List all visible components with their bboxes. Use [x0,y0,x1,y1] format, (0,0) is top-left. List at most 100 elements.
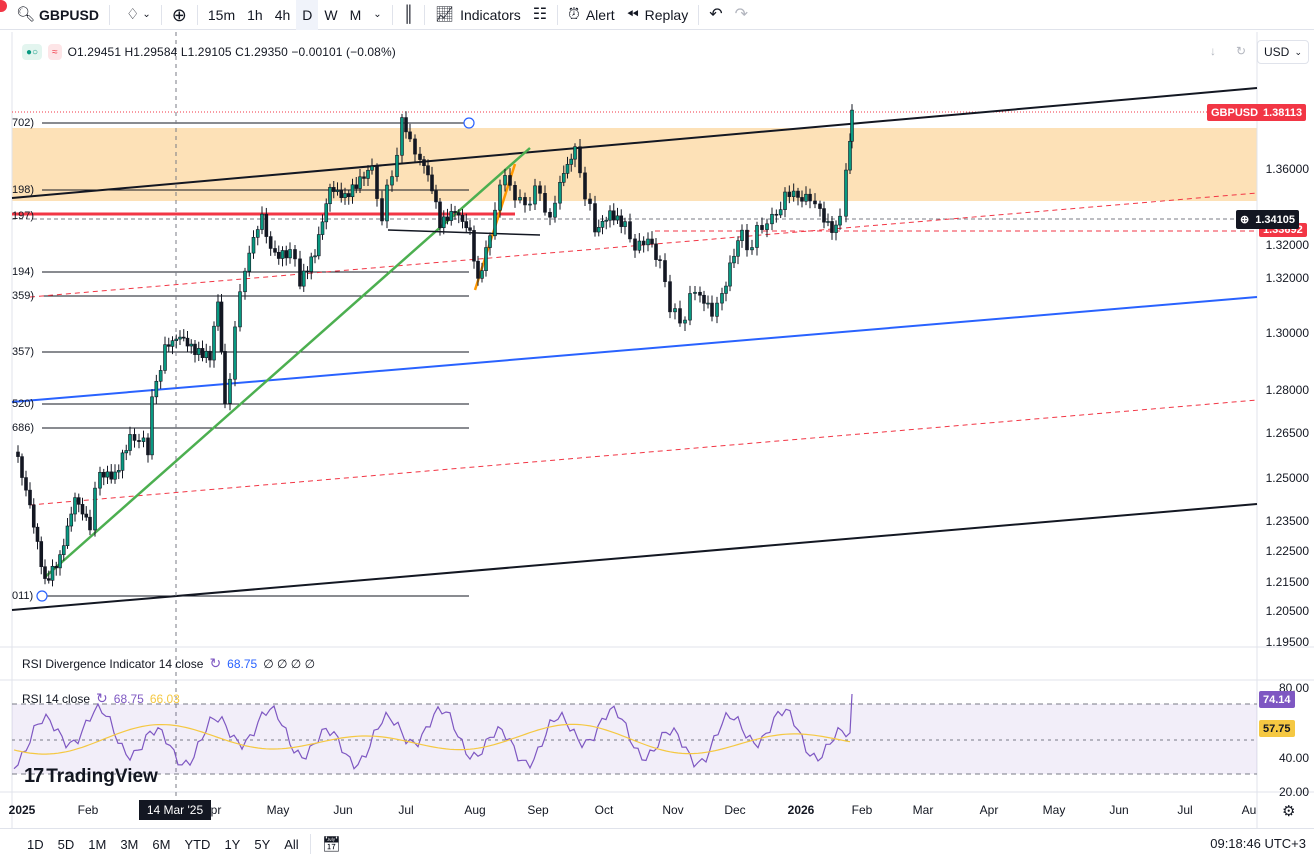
interval-m[interactable]: M [344,0,368,30]
interval-d[interactable]: D [296,0,319,30]
candle-body [774,213,779,216]
candle-body [243,270,247,293]
candle-body [641,240,646,246]
interval-dropdown[interactable]: ⌄ [367,0,387,30]
symbol-search[interactable]: 🔍︎ GBPUSD [10,0,105,30]
candle-body [750,247,754,251]
interval-w[interactable]: W [318,0,343,30]
compare-button[interactable]: ♢ ⌄ [120,0,157,30]
clock[interactable]: 09:18:46 UTC+3 [1210,836,1306,851]
candle-body [132,434,137,441]
range-bar: 1D 5D 1M 3M 6M YTD 1Y 5Y All 📅︎ [0,828,1314,859]
candle-body [783,191,787,210]
visibility-toggle-icon[interactable]: ●○ [22,44,43,60]
rsi-axis-label: 40.00 [1278,751,1309,765]
chart-canvas[interactable] [0,32,1314,828]
wave-icon[interactable]: ≈ [48,44,62,60]
chart-type-button[interactable]: ║ [397,0,420,30]
time-axis-label: Au [1241,803,1257,817]
refresh-icon[interactable]: ↻ [1236,44,1247,58]
candle-body [453,211,457,213]
indicators-button[interactable]: 📈︎ Indicators [429,0,527,30]
candle-body [493,209,497,237]
candle-body [260,213,264,230]
range-1m[interactable]: 1M [81,829,113,859]
interval-4h[interactable]: 4h [269,0,297,30]
fib-anchor-handle[interactable] [463,117,475,129]
interval-15m[interactable]: 15m [202,0,241,30]
download-icon[interactable]: ↓ [1210,44,1216,58]
goto-date-button[interactable]: 📅︎ [315,829,348,859]
range-label: 1D [27,836,44,852]
time-axis-label: Apr [979,803,999,817]
notification-dot [0,0,7,12]
candle-body [343,193,347,198]
loop-icon[interactable]: ↻ [96,690,108,706]
replay-button[interactable]: ⏪︎ Replay [621,0,695,30]
interval-label: D [302,6,313,23]
add-symbol-button[interactable]: ⊕ [166,0,193,30]
loop-icon[interactable]: ↻ [209,655,222,671]
time-axis-label: May [1042,803,1066,817]
divider [196,4,198,25]
alert-button[interactable]: ⏰︎ Alert [562,0,621,30]
range-5y[interactable]: 5Y [247,829,277,859]
symbol-label: GBPUSD [39,6,99,23]
candle-body [280,250,285,259]
price-axis-label: 1.22500 [1265,544,1309,558]
settings-gear-icon[interactable]: ⚙ [1282,803,1296,820]
candle-body [533,185,537,205]
candle-body [408,131,412,140]
candle-body [796,190,800,198]
candle-body [804,193,808,202]
currency-label: USD [1264,45,1290,59]
candle-body [35,526,40,542]
candle-body [208,350,212,361]
range-1y[interactable]: 1Y [217,829,247,859]
candle-body [362,176,366,179]
candle-body [460,214,465,222]
candle-body [88,516,92,531]
range-ytd[interactable]: YTD [177,829,217,859]
divider [160,4,162,25]
range-1d[interactable]: 1D [20,829,51,859]
replay-label: Replay [644,6,689,23]
candle-body [698,291,702,296]
candle-body [24,477,28,491]
range-6m[interactable]: 6M [145,829,177,859]
range-all[interactable]: All [277,829,305,859]
flat-range-line [387,229,541,236]
interval-label: 15m [207,6,236,23]
templates-button[interactable]: ☷ [527,0,553,30]
candle-body [608,210,612,221]
candle-body [219,301,224,352]
candle-body [170,340,175,347]
interval-1h[interactable]: 1h [241,0,269,30]
range-3m[interactable]: 3M [113,829,145,859]
tradingview-logo[interactable]: 17 TradingView [24,765,158,788]
candle-body [650,238,654,245]
undo-icon: ↶ [709,5,723,23]
currency-select[interactable]: USD ⌄ [1257,40,1309,64]
candle-body [561,173,566,183]
candle-body [76,497,81,505]
candle-body [189,343,194,347]
candle-body [105,471,110,478]
candle-body [724,285,728,294]
range-label: YTD [184,836,211,852]
fib-anchor-handle[interactable] [36,590,48,602]
plus-circle-icon[interactable]: ⊕ [1240,214,1250,226]
candle-body [472,230,476,262]
candle-body [178,336,182,340]
candle-body [31,504,36,528]
time-axis-label: 2026 [787,803,815,817]
candle-body [233,326,237,380]
redo-button[interactable]: ↷ [729,0,754,30]
candle-body [850,109,854,142]
range-5d[interactable]: 5D [51,829,82,859]
candle-body [706,302,710,305]
rewind-icon: ⏪︎ [626,6,639,23]
fib-levels [42,122,469,597]
fib-label: 520) [12,398,35,410]
undo-button[interactable]: ↶ [703,0,728,30]
